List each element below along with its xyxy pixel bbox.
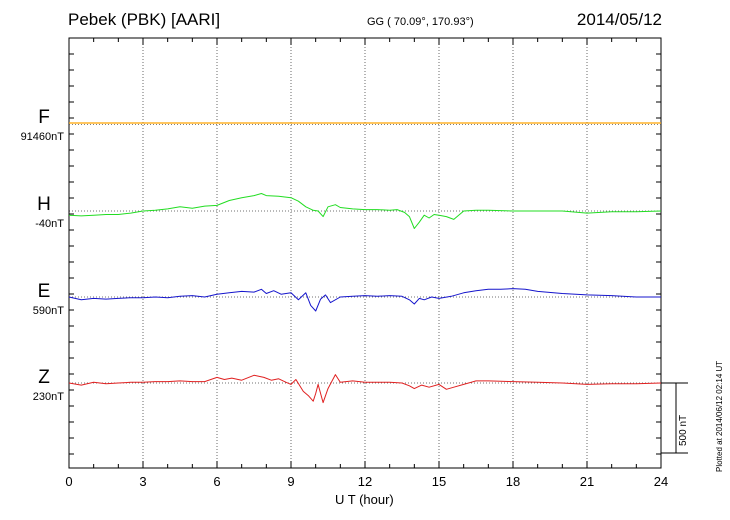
x-tick-label: 9 — [287, 474, 295, 489]
x-tick-label: 18 — [505, 474, 521, 489]
x-axis-label: U T (hour) — [335, 492, 394, 507]
component-label-h: H — [37, 194, 51, 215]
component-label-f: F — [38, 107, 50, 128]
x-tick-label: 12 — [357, 474, 373, 489]
x-tick-label: 0 — [65, 474, 73, 489]
station-title: Pebek (PBK) [AARI] — [68, 10, 221, 29]
plot-frame — [68, 37, 662, 469]
plotted-timestamp: Plotted at 2014/06/12 02:14 UT — [715, 360, 724, 472]
grid-lines — [69, 38, 661, 468]
scale-bar-label: 500 nT — [678, 414, 689, 446]
component-label-z: Z — [38, 367, 50, 388]
baseline-label-z: 230nT — [32, 391, 64, 403]
traces — [68, 122, 662, 404]
x-tick-label: 3 — [139, 474, 147, 489]
scale-bar — [661, 382, 688, 454]
axis-ticks — [68, 37, 662, 468]
trace-h — [68, 193, 662, 229]
geographic-coordinates: GG ( 70.09°, 170.93°) — [367, 16, 474, 28]
baseline-label-f: 91460nT — [20, 131, 64, 143]
x-tick-label: 21 — [579, 474, 595, 489]
trace-z — [68, 374, 662, 404]
date-label: 2014/05/12 — [576, 10, 662, 29]
x-tick-label: 6 — [213, 474, 221, 489]
trace-e — [68, 288, 661, 312]
x-tick-label: 24 — [653, 474, 669, 489]
baseline-label-h: -40nT — [35, 218, 64, 230]
component-label-e: E — [37, 281, 51, 302]
x-tick-label: 15 — [431, 474, 447, 489]
baseline-label-e: 590nT — [32, 305, 64, 317]
